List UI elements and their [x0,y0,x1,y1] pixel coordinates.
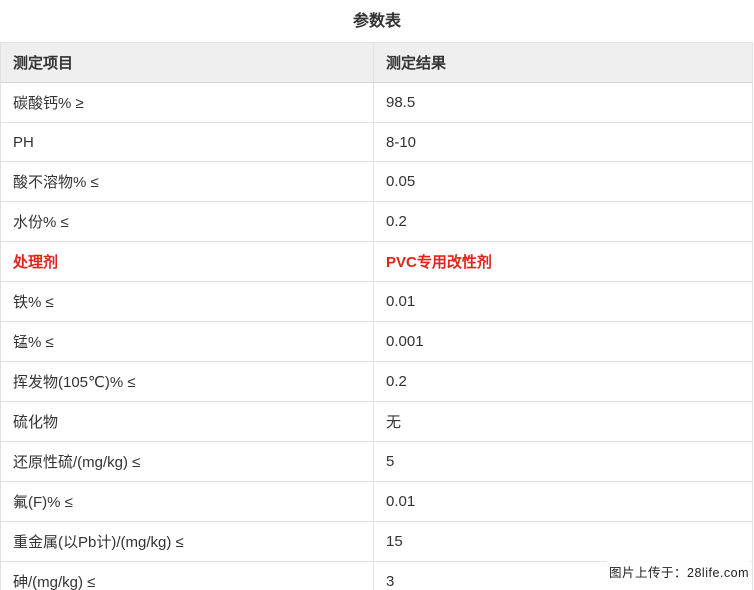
item-cell: 水份% ≤ [0,201,374,242]
column-header-item: 测定项目 [0,42,374,83]
result-cell: PVC专用改性剂 [373,241,753,282]
result-cell: 8-10 [373,122,753,162]
result-cell: 98.5 [373,82,753,123]
item-cell: 砷/(mg/kg) ≤ [0,561,374,590]
table-row: 挥发物(105℃)% ≤0.2 [0,361,753,402]
table-row: 水份% ≤0.2 [0,201,753,242]
table-row: 硫化物无 [0,401,753,442]
table-header-row: 测定项目 测定结果 [0,42,753,83]
item-cell: 酸不溶物% ≤ [0,161,374,202]
item-cell: 还原性硫/(mg/kg) ≤ [0,441,374,482]
parameter-table: 测定项目 测定结果 碳酸钙% ≥98.5 PH 8-10 酸不溶物% ≤0.05 水份%… [0,42,753,590]
result-cell: 0.01 [373,281,753,322]
result-cell: 0.001 [373,321,753,362]
result-cell: 0.05 [373,161,753,202]
result-cell: 5 [373,441,753,482]
result-cell: 0.2 [373,201,753,242]
table-body: 碳酸钙% ≥98.5 PH 8-10 酸不溶物% ≤0.05 水份% ≤0.2 处理剂 PV… [0,82,753,590]
page-title: 参数表 [352,13,401,30]
result-cell: 0.01 [373,481,753,522]
item-cell: 铁% ≤ [0,281,374,322]
result-cell: 无 [373,401,753,442]
item-cell: 硫化物 [0,401,374,442]
table-row: 重金属(以Pb计)/(mg/kg) ≤15 [0,521,753,562]
table-row: 铁% ≤0.01 [0,281,753,322]
table-row: 酸不溶物% ≤0.05 [0,161,753,202]
table-row: 碳酸钙% ≥98.5 [0,82,753,123]
watermark-text: 图片上传于：28life.com [607,561,751,582]
item-cell: 处理剂 [0,241,374,282]
table-row: 氟(F)% ≤0.01 [0,481,753,522]
table-row: 锰% ≤0.001 [0,321,753,362]
table-row: PH 8-10 [0,122,753,162]
item-cell: 锰% ≤ [0,321,374,362]
result-cell: 15 [373,521,753,562]
result-cell: 0.2 [373,361,753,402]
item-cell: 氟(F)% ≤ [0,481,374,522]
item-cell: 碳酸钙% ≥ [0,82,374,123]
item-cell: PH [0,122,374,162]
table-row: 处理剂 PVC专用改性剂 [0,241,753,282]
column-header-result: 测定结果 [373,42,753,83]
item-cell: 重金属(以Pb计)/(mg/kg) ≤ [0,521,374,562]
table-row: 还原性硫/(mg/kg) ≤5 [0,441,753,482]
item-cell: 挥发物(105℃)% ≤ [0,361,374,402]
